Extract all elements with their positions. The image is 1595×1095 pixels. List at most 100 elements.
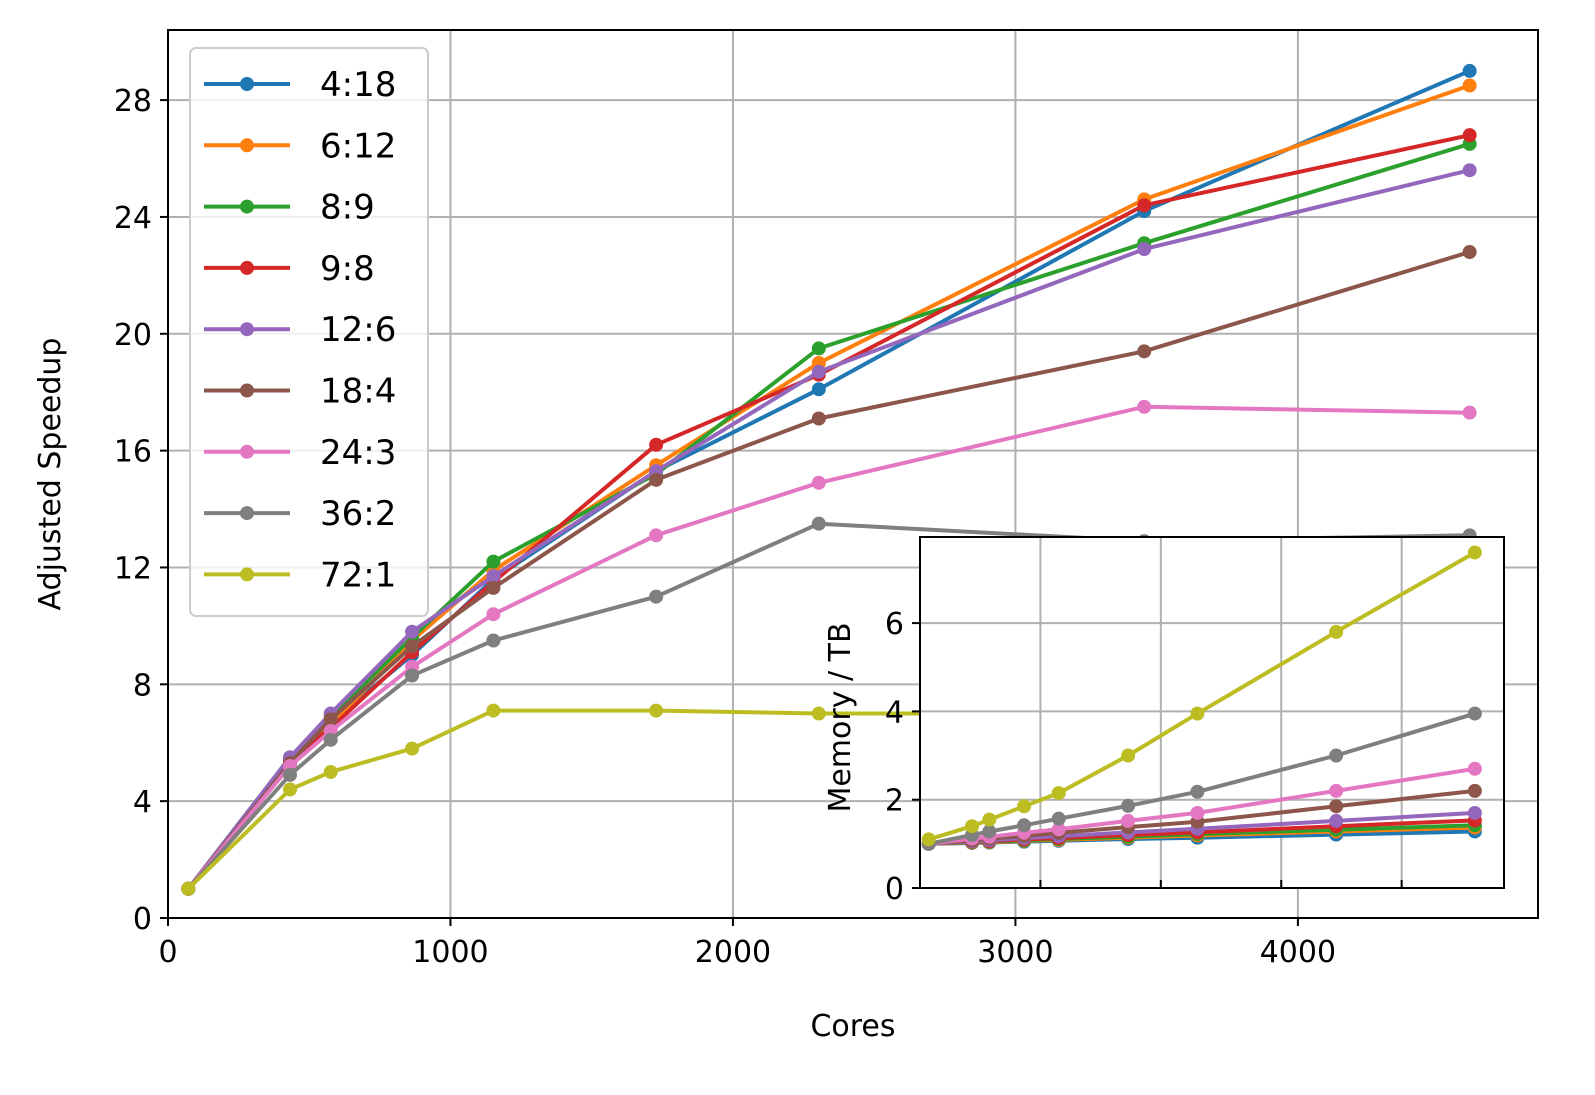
data-point — [1467, 783, 1482, 798]
data-point — [1329, 813, 1344, 828]
main-y-axis-ticks: 0 4 8 12 16 20 24 28 — [114, 84, 168, 937]
y-tick-label: 16 — [114, 435, 152, 470]
data-point — [1137, 399, 1152, 414]
x-tick-label: 4000 — [1260, 935, 1336, 970]
data-point — [405, 741, 420, 756]
data-point — [405, 668, 420, 683]
legend-label: 4:18 — [320, 65, 396, 105]
data-point — [283, 767, 298, 782]
data-point — [1121, 798, 1136, 813]
data-point — [1329, 748, 1344, 763]
data-point — [1462, 163, 1477, 178]
legend-label: 6:12 — [320, 126, 396, 166]
y-tick-label: 4 — [133, 785, 152, 820]
data-point — [181, 881, 196, 896]
data-point — [1190, 805, 1205, 820]
data-point — [1462, 245, 1477, 259]
inset-chart: 0 2 4 6 Memory / TB — [823, 536, 1505, 907]
legend-marker-swatch — [240, 322, 254, 337]
x-tick-label: 1000 — [412, 935, 488, 970]
data-point — [486, 569, 501, 584]
data-point — [486, 607, 501, 622]
legend-marker-swatch — [240, 199, 254, 214]
legend-label: 18:4 — [320, 372, 396, 412]
y-tick-label: 8 — [133, 668, 152, 703]
x-tick-label: 3000 — [977, 935, 1053, 970]
data-point — [1462, 128, 1477, 143]
data-point — [486, 633, 501, 648]
data-point — [283, 782, 298, 797]
series-36-2 — [181, 516, 1477, 896]
data-point — [811, 382, 826, 397]
legend-box — [189, 47, 429, 617]
legend: 4:18 6:12 8:9 9:8 12:6 18:4 24:3 36:2 72:1 — [189, 47, 429, 617]
legend-item-8-9: 8:9 — [204, 188, 375, 228]
data-point — [1329, 783, 1344, 798]
data-point — [1121, 813, 1136, 828]
data-point — [1462, 405, 1477, 420]
legend-label: 8:9 — [320, 188, 375, 228]
y-tick-label: 0 — [133, 902, 152, 937]
data-point — [1051, 811, 1066, 826]
inset-y-axis-ticks: 0 2 4 6 — [885, 607, 920, 907]
data-point — [405, 624, 420, 639]
data-point — [649, 437, 664, 452]
inset-y-axis-label: Memory / TB — [823, 622, 858, 812]
inset-gridlines — [920, 537, 1504, 888]
legend-label: 24:3 — [320, 433, 396, 473]
legend-label: 36:2 — [320, 494, 396, 534]
x-tick-label: 2000 — [695, 935, 771, 970]
data-point — [1462, 63, 1477, 78]
legend-item-4-18: 4:18 — [204, 65, 396, 105]
legend-item-36-2: 36:2 — [204, 494, 396, 534]
data-point — [811, 475, 826, 490]
inset-y-tick-label: 6 — [885, 607, 904, 642]
data-point — [1017, 799, 1032, 814]
data-point — [649, 589, 664, 604]
data-point — [1467, 761, 1482, 776]
legend-marker-swatch — [240, 260, 254, 275]
data-point — [649, 528, 664, 543]
data-point — [649, 703, 664, 718]
inset-plot-series — [921, 545, 1482, 851]
data-point — [323, 732, 338, 747]
legend-label: 9:8 — [320, 249, 375, 289]
legend-item-72-1: 72:1 — [204, 555, 396, 595]
legend-item-18-4: 18:4 — [204, 372, 396, 412]
data-point — [811, 411, 826, 426]
data-point — [323, 712, 338, 727]
y-tick-label: 12 — [114, 551, 152, 586]
data-point — [1017, 818, 1032, 833]
legend-marker-swatch — [240, 444, 254, 459]
main-x-axis-ticks: 0 1000 2000 3000 4000 — [158, 918, 1336, 970]
data-point — [486, 554, 501, 569]
data-point — [811, 364, 826, 379]
inset-y-tick-label: 0 — [885, 872, 904, 907]
data-point — [811, 516, 826, 531]
data-point — [1462, 78, 1477, 93]
data-point — [1137, 242, 1152, 257]
legend-item-9-8: 9:8 — [204, 249, 375, 289]
data-point — [1137, 344, 1152, 359]
data-point — [1121, 748, 1136, 763]
legend-marker-swatch — [240, 383, 254, 398]
inset-y-tick-label: 2 — [885, 784, 904, 819]
main-plot-frame — [167, 29, 1539, 919]
data-point — [1329, 624, 1344, 639]
data-point — [486, 703, 501, 718]
x-tick-label: 0 — [158, 935, 177, 970]
data-point — [982, 812, 997, 827]
data-point — [1051, 822, 1066, 837]
data-point — [982, 824, 997, 839]
data-point — [1467, 805, 1482, 820]
legend-marker-swatch — [240, 506, 254, 521]
data-point — [1329, 799, 1344, 814]
legend-item-24-3: 24:3 — [204, 433, 396, 473]
y-tick-label: 28 — [114, 84, 152, 119]
legend-marker-swatch — [240, 77, 254, 91]
legend-marker-swatch — [240, 138, 254, 153]
data-point — [921, 832, 936, 847]
data-point — [1051, 786, 1066, 801]
main-plot-series — [181, 63, 1477, 896]
